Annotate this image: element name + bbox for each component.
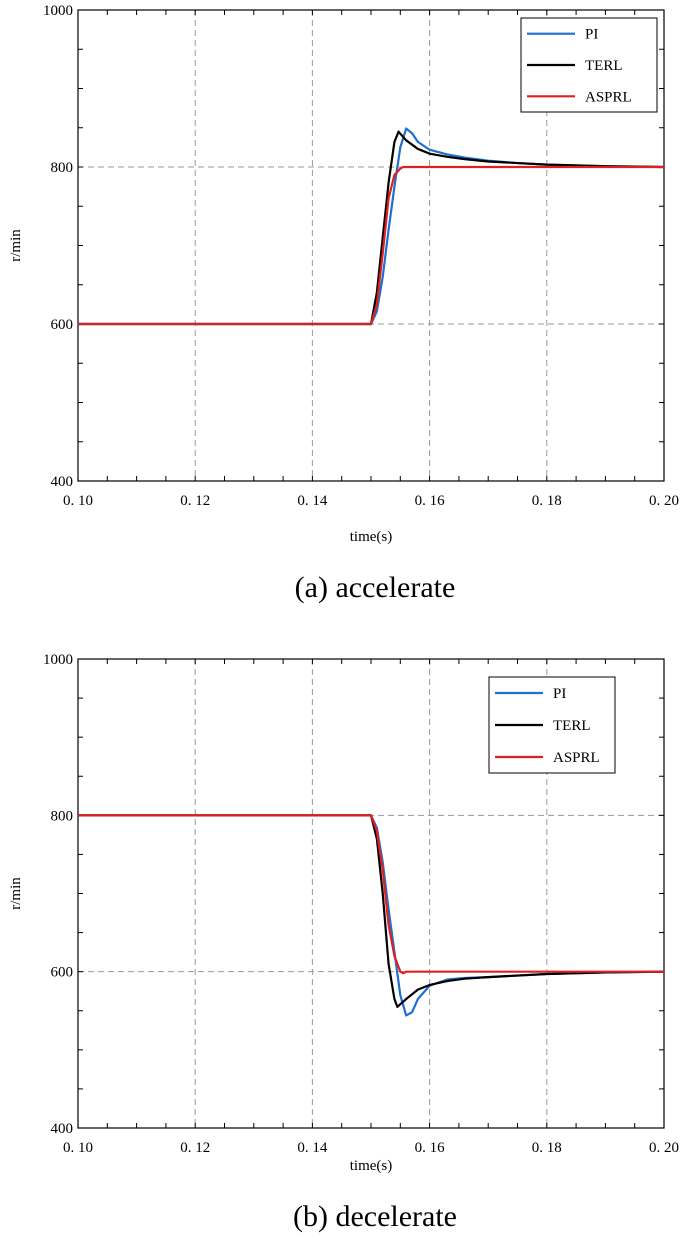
x-tick-label: 0. 12 bbox=[180, 1140, 210, 1156]
legend-label-asprl: ASPRL bbox=[553, 750, 600, 766]
plot-frame bbox=[77, 9, 665, 482]
x-tick-label: 0. 10 bbox=[63, 493, 93, 509]
y-tick-label: 400 bbox=[51, 474, 74, 490]
x-tick-label: 0. 20 bbox=[649, 1140, 679, 1156]
y-axis-label: r/min bbox=[8, 877, 24, 910]
y-tick-label: 600 bbox=[51, 965, 74, 981]
y-tick-label: 800 bbox=[51, 808, 74, 824]
x-tick-label: 0. 16 bbox=[415, 493, 446, 509]
y-tick-label: 800 bbox=[51, 160, 74, 176]
series-line-asprl bbox=[78, 165, 664, 326]
series-line-terl bbox=[78, 814, 664, 1008]
figure-caption: (b) decelerate bbox=[293, 1200, 457, 1233]
chart-panel-b: 0. 10 0. 12 0. 14 0. 16 0. 18 0. 20 400 600 800 1… bbox=[8, 652, 679, 1233]
plot-frame bbox=[77, 658, 665, 1129]
x-tick-label: 0. 18 bbox=[532, 493, 562, 509]
y-tick-label: 600 bbox=[51, 317, 74, 333]
series-line-terl bbox=[78, 130, 664, 326]
x-tick-label: 0. 16 bbox=[415, 1140, 446, 1156]
legend-label-pi: PI bbox=[585, 27, 598, 43]
x-tick-label: 0. 20 bbox=[649, 493, 679, 509]
series-line-asprl bbox=[78, 814, 664, 975]
x-tick-label: 0. 10 bbox=[63, 1140, 93, 1156]
legend-label-pi: PI bbox=[553, 686, 566, 702]
series-line-pi bbox=[78, 814, 664, 1017]
legend-label-terl: TERL bbox=[585, 58, 623, 74]
series-line-pi bbox=[78, 127, 664, 326]
x-axis-label: time(s) bbox=[350, 529, 393, 545]
legend-label-terl: TERL bbox=[553, 718, 591, 734]
legend: PI TERL ASPRL bbox=[488, 676, 616, 774]
figure-caption: (a) accelerate bbox=[295, 571, 456, 604]
x-tick-label: 0. 14 bbox=[297, 1140, 328, 1156]
y-tick-label: 1000 bbox=[43, 652, 73, 668]
legend: PI TERL ASPRL bbox=[520, 17, 658, 113]
y-tick-label: 400 bbox=[51, 1121, 74, 1137]
y-tick-label: 1000 bbox=[43, 3, 73, 19]
legend-label-asprl: ASPRL bbox=[585, 89, 632, 105]
y-axis-label: r/min bbox=[8, 229, 24, 262]
x-tick-label: 0. 12 bbox=[180, 493, 210, 509]
chart-panel-a: 0. 10 0. 12 0. 14 0. 16 0. 18 0. 20 400 600 800 1… bbox=[8, 3, 679, 604]
x-tick-label: 0. 14 bbox=[297, 493, 328, 509]
x-axis-label: time(s) bbox=[350, 1158, 393, 1174]
x-tick-label: 0. 18 bbox=[532, 1140, 562, 1156]
